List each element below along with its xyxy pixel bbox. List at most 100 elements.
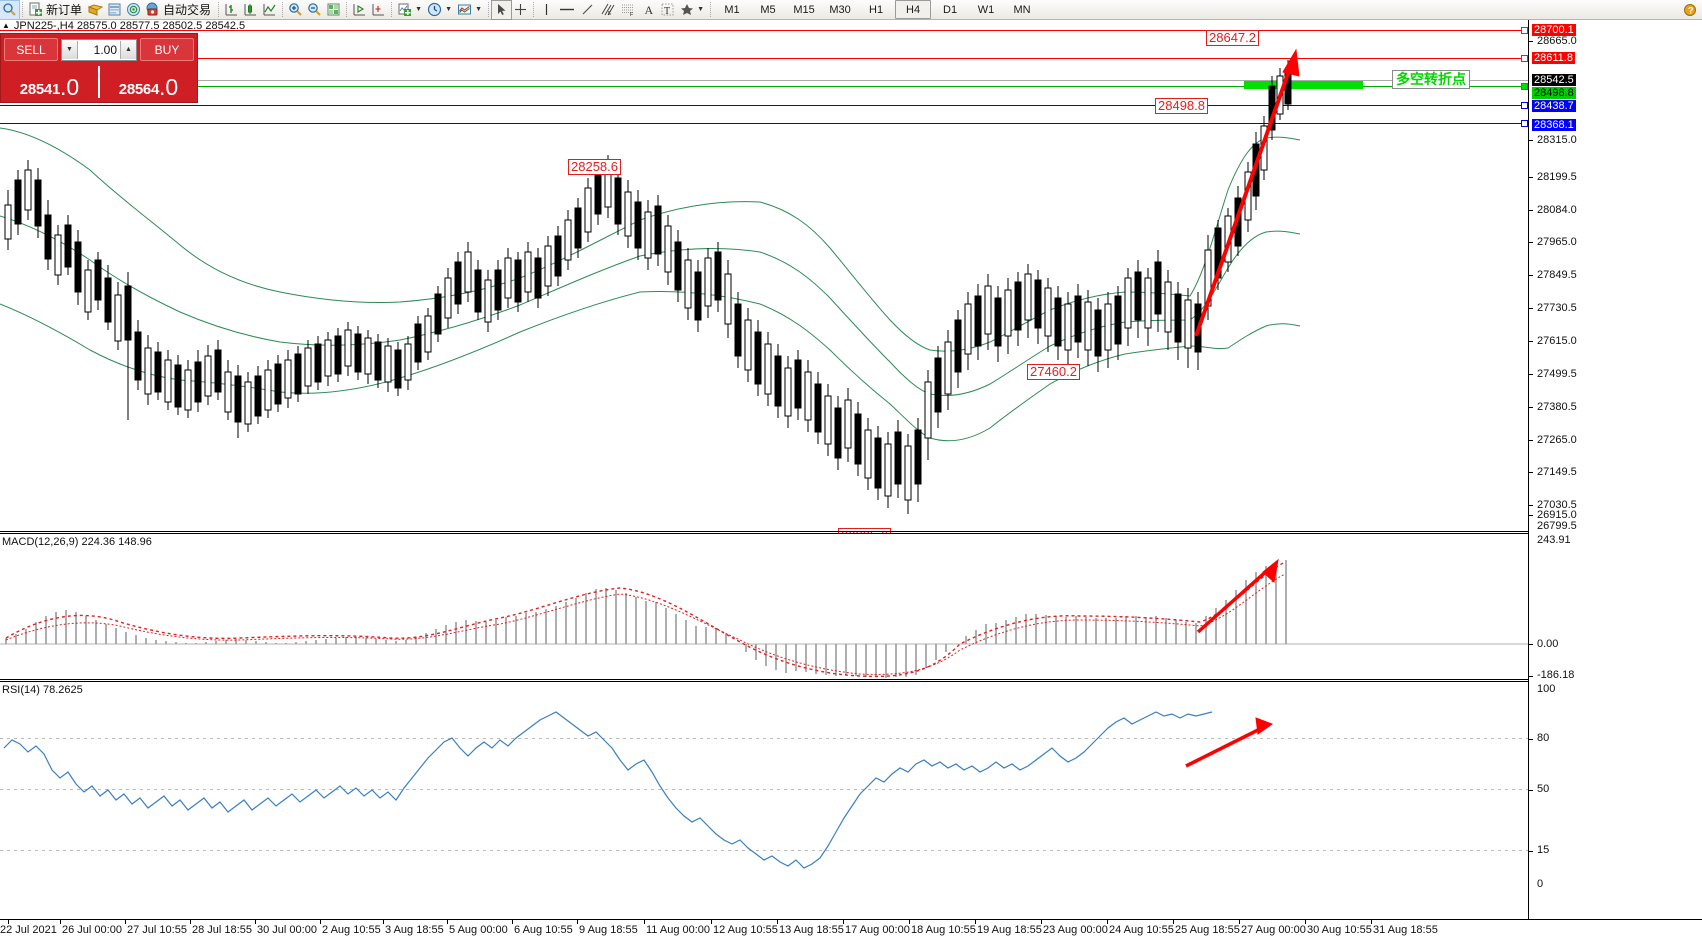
level-line-28542[interactable] — [0, 80, 1528, 81]
annotation-27460[interactable]: 27460.2 — [1027, 364, 1080, 380]
vertical-line-button[interactable] — [537, 1, 556, 19]
volume-decrement-icon[interactable]: ▼ — [62, 40, 78, 59]
timeframe-m5[interactable]: M5 — [760, 3, 776, 16]
auto-scroll-button[interactable] — [369, 1, 388, 19]
toolbar-separator-6 — [488, 2, 490, 17]
time-label-1: 26 Jul 00:00 — [62, 924, 122, 936]
timeframe-w1[interactable]: W1 — [977, 3, 995, 16]
volume-stepper[interactable]: ▼ 1.00 ▲ — [61, 38, 137, 61]
sell-price[interactable]: 28541 .0 — [1, 63, 98, 101]
templates-button[interactable]: ▼ — [455, 1, 485, 19]
level-handle-5[interactable] — [1521, 120, 1528, 127]
horizontal-line-button[interactable] — [556, 1, 578, 19]
level-line-28700[interactable] — [0, 30, 1528, 31]
annotation-28258[interactable]: 28258.6 — [568, 159, 621, 175]
timeframe-h1[interactable]: H1 — [869, 3, 884, 16]
timeframe-h4[interactable]: H4 — [895, 0, 932, 19]
buy-button[interactable]: BUY — [140, 38, 194, 61]
equidistant-channel-button[interactable]: E — [597, 1, 618, 19]
grid-button[interactable] — [324, 1, 343, 19]
pane-divider-1[interactable] — [0, 531, 1528, 532]
toolbar-separator-4 — [346, 2, 348, 17]
new-order-label: 新订单 — [46, 3, 83, 17]
chevron-down-icon-4[interactable]: ▼ — [697, 6, 704, 13]
level-handle-4[interactable] — [1521, 102, 1528, 109]
trend-line-button[interactable] — [578, 1, 597, 19]
line-chart-button[interactable] — [260, 1, 279, 19]
zoom-out-button[interactable] — [305, 1, 324, 19]
shift-end-button[interactable] — [350, 1, 369, 19]
level-handle-3[interactable] — [1521, 83, 1528, 90]
shapes-button[interactable]: ▼ — [677, 1, 707, 19]
folder-button[interactable] — [86, 1, 105, 19]
one-click-top-row: SELL ▼ 1.00 ▲ BUY — [1, 34, 197, 63]
macd-arrow-up — [1196, 558, 1279, 634]
support-zone-rect[interactable] — [1244, 81, 1363, 89]
chevron-down-icon-2[interactable]: ▼ — [445, 6, 452, 13]
buy-price-dec: .0 — [159, 74, 179, 101]
toolbar-separator-2 — [218, 2, 220, 17]
macd-label: MACD(12,26,9) 224.36 148.96 — [2, 536, 152, 548]
candlestick-chart-icon — [243, 2, 258, 17]
one-click-trading-panel[interactable]: SELL ▼ 1.00 ▲ BUY 28541 .0 28564 .0 — [0, 33, 198, 103]
chevron-down-icon[interactable]: ▼ — [415, 6, 422, 13]
terminal-button[interactable] — [105, 1, 124, 19]
price-tick-28315: 28315.0 — [1537, 134, 1577, 146]
bar-chart-button[interactable] — [222, 1, 241, 19]
time-label-4: 30 Jul 00:00 — [257, 924, 317, 936]
timeframe-m15[interactable]: M15 — [793, 3, 815, 16]
price-pane[interactable]: 28647.2 28498.8 28258.6 27460.2 26835.6 … — [0, 20, 1528, 544]
magnifier-button[interactable] — [0, 0, 20, 20]
fibonacci-button[interactable]: F — [618, 1, 639, 19]
crosshair-button[interactable] — [511, 1, 530, 19]
zoom-in-button[interactable] — [286, 1, 305, 19]
level-line-28611[interactable] — [0, 58, 1528, 59]
add-indicator-button[interactable]: ▼ — [395, 1, 425, 19]
level-line-28438[interactable] — [0, 105, 1528, 106]
level-line-28368[interactable] — [0, 123, 1528, 124]
chart-text-note[interactable]: 多空转折点 — [1392, 70, 1470, 89]
pane-divider-2[interactable] — [0, 679, 1528, 680]
price-axis-line[interactable] — [1528, 20, 1529, 919]
time-label-18: 25 Aug 18:55 — [1175, 924, 1240, 936]
level-handle-2[interactable] — [1521, 55, 1528, 62]
macd-scale[interactable]: 243.91 0.00 -186.18 — [1529, 534, 1702, 681]
candlestick-chart-button[interactable] — [241, 1, 260, 19]
periods-button[interactable]: ▼ — [425, 1, 455, 19]
chart-canvas[interactable]: 28647.2 28498.8 28258.6 27460.2 26835.6 … — [0, 20, 1702, 939]
collapse-triangle-icon[interactable]: ▲ — [2, 21, 10, 30]
rsi-pane[interactable]: RSI(14) 78.2625 — [0, 682, 1528, 939]
text-label-button[interactable]: A — [639, 1, 658, 19]
level-line-28498[interactable] — [0, 86, 1528, 87]
new-order-button[interactable]: 新订单 — [26, 1, 86, 19]
price-scale[interactable]: 28700.1 28665.0 28611.8 28542.5 28498.8 … — [1529, 20, 1702, 531]
chevron-down-icon-3[interactable]: ▼ — [475, 6, 482, 13]
vertical-line-icon — [539, 2, 554, 17]
macd-pane[interactable]: MACD(12,26,9) 224.36 148.96 — [0, 534, 1528, 679]
toolbar-separator-8 — [710, 2, 712, 17]
timeframe-d1[interactable]: D1 — [943, 3, 958, 16]
level-handle-1[interactable] — [1521, 27, 1528, 34]
rsi-line — [3, 711, 1213, 869]
timeframe-mn[interactable]: MN — [1013, 3, 1031, 16]
volume-increment-icon[interactable]: ▲ — [120, 40, 136, 59]
time-label-20: 30 Aug 10:55 — [1307, 924, 1372, 936]
price-tag-28700: 28700.1 — [1532, 24, 1576, 36]
sell-button[interactable]: SELL — [4, 38, 58, 61]
buy-price-int: 28564 — [118, 81, 160, 98]
timeframe-m1[interactable]: M1 — [724, 3, 740, 16]
signals-button[interactable] — [124, 1, 143, 19]
annotation-28498[interactable]: 28498.8 — [1155, 98, 1208, 114]
help-button[interactable]: ? — [1681, 1, 1699, 19]
text-box-button[interactable]: T — [658, 1, 677, 19]
question-mark-icon: ? — [1683, 3, 1697, 17]
cursor-button[interactable] — [491, 0, 513, 20]
time-axis[interactable]: 22 Jul 2021 26 Jul 00:00 27 Jul 10:55 28… — [0, 919, 1702, 940]
magnifier-icon — [2, 2, 17, 17]
auto-trading-button[interactable]: 自动交易 — [143, 1, 215, 19]
buy-price[interactable]: 28564 .0 — [100, 63, 197, 101]
timeframe-m30[interactable]: M30 — [829, 3, 851, 16]
rsi-scale[interactable]: 100 80 50 15 0 — [1529, 682, 1702, 939]
volume-value[interactable]: 1.00 — [93, 42, 117, 57]
annotation-28647[interactable]: 28647.2 — [1206, 30, 1259, 46]
